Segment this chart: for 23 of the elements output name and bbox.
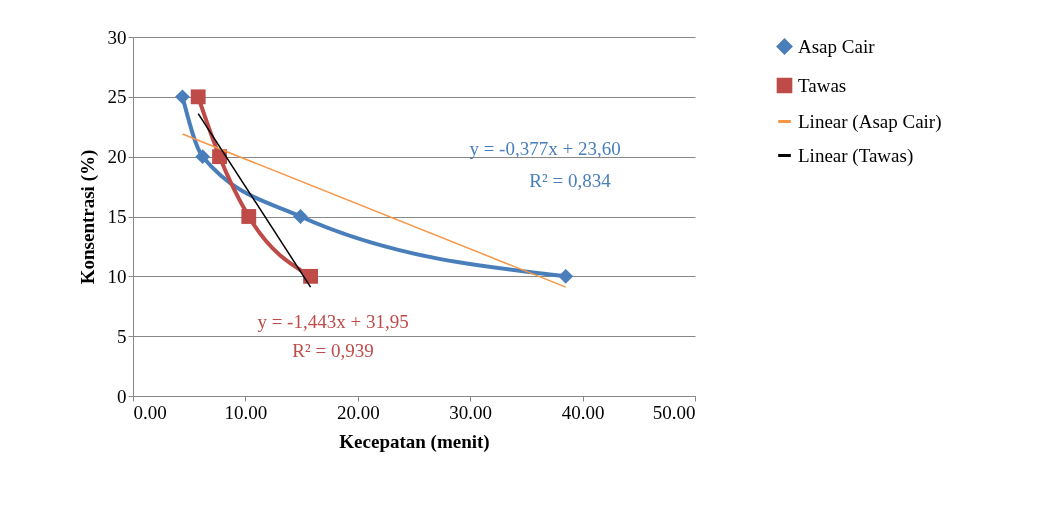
y-tick-label: 30 bbox=[107, 26, 127, 48]
x-tick-label: 50.00 bbox=[652, 401, 696, 423]
legend-label: Linear (Asap Cair) bbox=[798, 110, 942, 133]
y-tick-label: 0 bbox=[117, 385, 127, 407]
x-tick-label: 10.00 bbox=[224, 401, 268, 423]
annotation: R² = 0,834 bbox=[529, 170, 612, 191]
y-tick-label: 20 bbox=[107, 146, 127, 168]
y-tick-label: 15 bbox=[107, 206, 127, 227]
x-axis-title: Kecepatan (menit) bbox=[339, 430, 490, 453]
annotation: R² = 0,939 bbox=[292, 340, 374, 361]
y-tick-label: 25 bbox=[107, 86, 127, 108]
legend-label: Linear (Tawas) bbox=[798, 144, 914, 167]
legend-label: Asap Cair bbox=[798, 35, 876, 57]
x-tick-label: 30.00 bbox=[449, 401, 493, 423]
y-tick-label: 5 bbox=[117, 325, 127, 347]
y-tick-label: 10 bbox=[107, 265, 127, 287]
annotation: y = -0,377x + 23,60 bbox=[469, 138, 621, 159]
y-axis-title: Konsentrasi (%) bbox=[76, 149, 99, 285]
x-tick-label: 40.00 bbox=[561, 401, 605, 423]
annotation: y = -1,443x + 31,95 bbox=[257, 311, 409, 332]
x-tick-label: 20.00 bbox=[336, 401, 380, 423]
x-tick-label: 0.00 bbox=[133, 401, 167, 423]
legend-label: Tawas bbox=[798, 74, 847, 96]
